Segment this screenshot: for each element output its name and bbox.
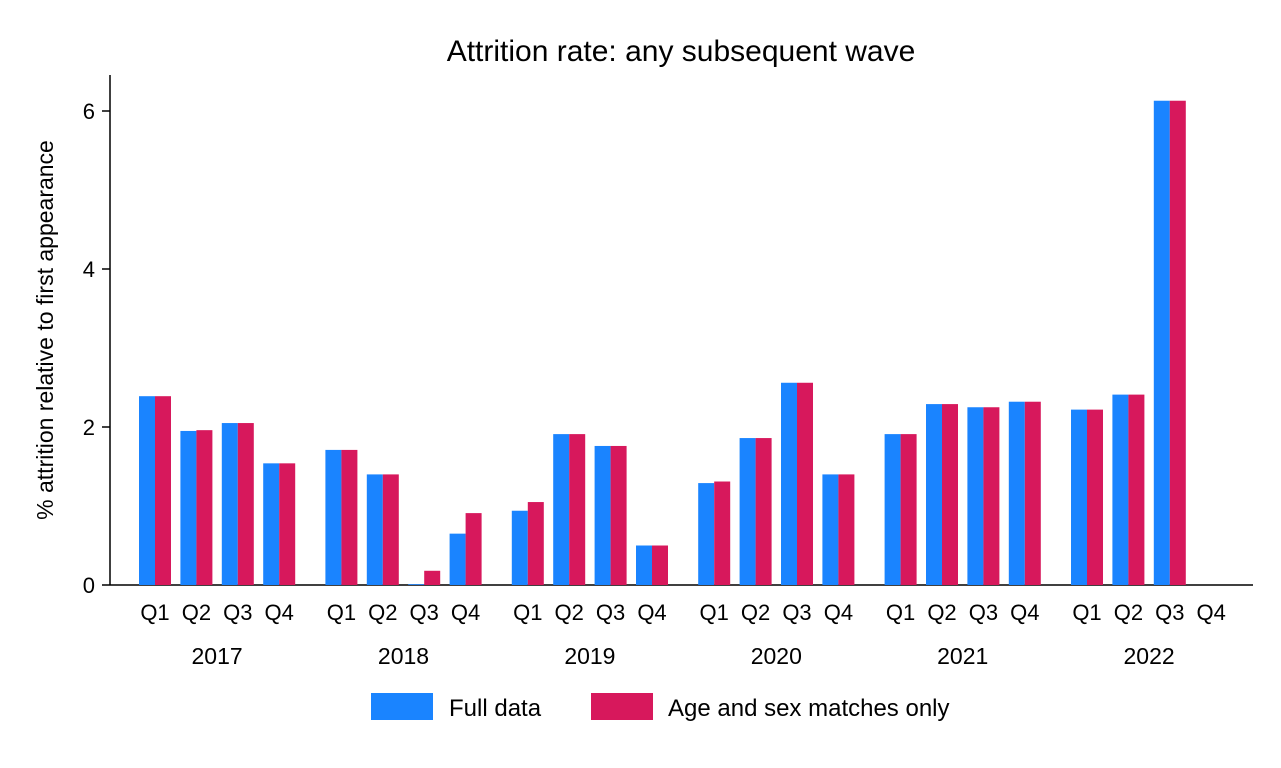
legend-label-age-sex-matches: Age and sex matches only: [668, 695, 950, 722]
x-quarter-label: Q2: [741, 600, 770, 625]
chart-title: Attrition rate: any subsequent wave: [447, 35, 916, 68]
bar-full-data: [967, 407, 984, 585]
legend: Full data Age and sex matches only: [371, 693, 950, 722]
bar-full-data: [698, 483, 715, 585]
bar-age-sex-matches: [237, 423, 254, 585]
x-year-label: 2018: [378, 643, 429, 669]
bar-full-data: [781, 382, 797, 585]
x-year-label: 2021: [937, 643, 988, 669]
x-quarter-label: Q3: [596, 600, 625, 625]
bar-full-data: [884, 434, 901, 585]
bar-age-sex-matches: [341, 449, 358, 585]
x-quarter-label: Q3: [223, 600, 252, 625]
y-tick-label: 2: [83, 415, 95, 440]
bar-age-sex-matches: [569, 434, 586, 585]
bar-full-data: [139, 396, 155, 585]
legend-swatch-age-sex-matches: [591, 693, 653, 720]
bar-full-data: [1153, 100, 1170, 585]
bar-age-sex-matches: [155, 396, 171, 585]
x-quarter-label: Q2: [927, 600, 956, 625]
x-year-label: 2017: [192, 643, 243, 669]
y-tick-label: 4: [83, 257, 95, 282]
bar-age-sex-matches: [1024, 401, 1041, 585]
y-tick-label: 6: [83, 99, 95, 124]
bar-age-sex-matches: [838, 474, 855, 585]
bar-full-data: [366, 474, 383, 585]
x-quarter-label: Q1: [327, 600, 356, 625]
plot-area: 0 2 4 6 Q1 Q2 Q3 Q4 2017 Q1 Q2 Q3 Q4 2018 Q1 Q2 Q3 Q4 2019…: [83, 75, 1253, 669]
legend-swatch-full-data: [371, 693, 433, 720]
x-quarter-label: Q4: [1197, 600, 1226, 625]
x-quarter-label: Q4: [1010, 600, 1039, 625]
bar-age-sex-matches: [714, 481, 731, 585]
x-quarter-label: Q1: [700, 600, 729, 625]
x-quarter-label: Q1: [886, 600, 915, 625]
bar-full-data: [594, 445, 611, 585]
x-quarter-label: Q1: [513, 600, 542, 625]
bar-full-data: [926, 404, 942, 585]
x-year-label: 2020: [751, 643, 802, 669]
bar-full-data: [180, 430, 197, 585]
bar-age-sex-matches: [279, 463, 296, 585]
x-quarter-label: Q2: [1114, 600, 1143, 625]
x-quarter-label: Q4: [451, 600, 480, 625]
x-quarter-label: Q1: [140, 600, 169, 625]
bar-age-sex-matches: [900, 434, 917, 585]
bar-age-sex-matches: [1087, 409, 1103, 585]
bar-age-sex-matches: [983, 407, 1000, 585]
legend-label-full-data: Full data: [449, 695, 542, 722]
bar-age-sex-matches: [1128, 394, 1145, 585]
y-tick-label: 0: [83, 573, 95, 598]
y-axis-label: % attrition relative to first appearance: [32, 140, 58, 520]
bar-full-data: [1112, 394, 1129, 585]
bar-age-sex-matches: [1169, 100, 1186, 585]
x-quarter-label: Q2: [182, 600, 211, 625]
bar-full-data: [1071, 409, 1087, 585]
x-quarter-label: Q1: [1072, 600, 1101, 625]
x-quarter-label: Q3: [410, 600, 439, 625]
x-quarter-label: Q4: [265, 600, 294, 625]
bar-age-sex-matches: [755, 438, 772, 585]
bar-full-data: [822, 474, 839, 585]
bar-full-data: [263, 463, 280, 585]
x-quarter-label: Q3: [1155, 600, 1184, 625]
bar-age-sex-matches: [424, 570, 441, 585]
bar-age-sex-matches: [382, 474, 399, 585]
bar-full-data: [739, 438, 756, 585]
bar-age-sex-matches: [652, 545, 668, 585]
x-year-label: 2022: [1124, 643, 1175, 669]
bar-full-data: [511, 510, 528, 585]
bar-age-sex-matches: [196, 430, 213, 585]
bar-age-sex-matches: [942, 404, 958, 585]
x-quarter-label: Q4: [824, 600, 853, 625]
bar-full-data: [221, 423, 238, 585]
bar-full-data: [325, 449, 342, 585]
bar-age-sex-matches: [527, 502, 544, 585]
bar-full-data: [449, 533, 466, 585]
bar-age-sex-matches: [797, 382, 813, 585]
x-quarter-label: Q3: [782, 600, 811, 625]
x-quarter-label: Q3: [969, 600, 998, 625]
x-year-label: 2019: [564, 643, 615, 669]
bar-full-data: [1008, 401, 1025, 585]
bar-age-sex-matches: [610, 445, 627, 585]
bar-full-data: [553, 434, 570, 585]
bar-age-sex-matches: [465, 513, 482, 585]
x-quarter-label: Q2: [368, 600, 397, 625]
bar-full-data: [636, 545, 652, 585]
bar-full-data: [408, 584, 425, 585]
x-quarter-label: Q2: [555, 600, 584, 625]
x-quarter-label: Q4: [637, 600, 666, 625]
